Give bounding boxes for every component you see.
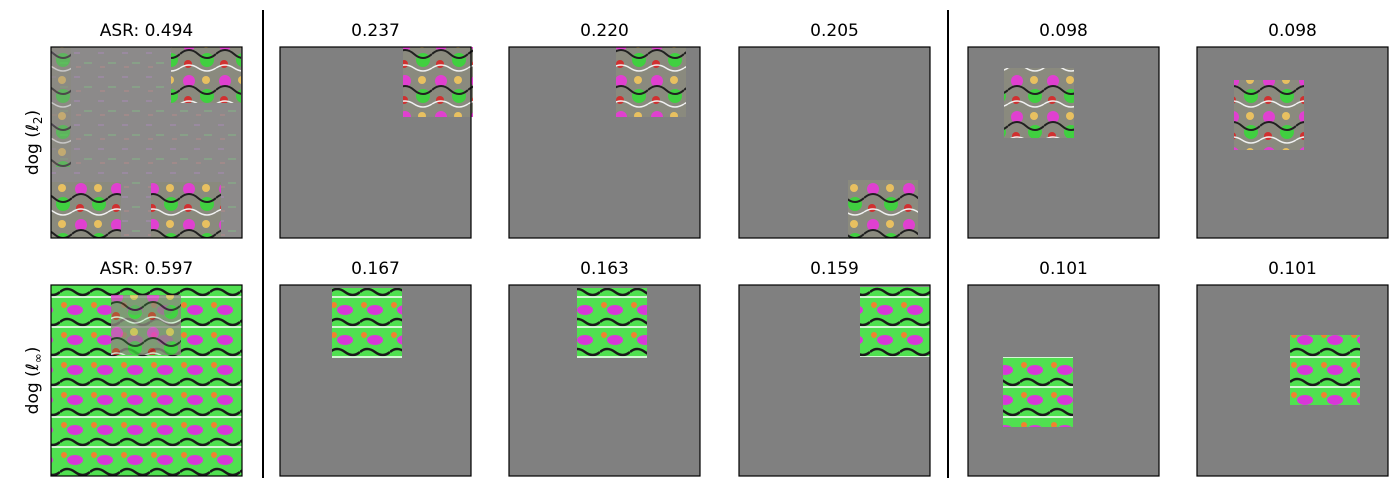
- panel-border: [967, 46, 1160, 239]
- patch: [403, 47, 473, 117]
- image-feature: [51, 47, 71, 167]
- panel-title: 0.098: [1039, 21, 1088, 41]
- panel-border: [508, 284, 701, 477]
- panel-border: [508, 46, 701, 239]
- panel-title: 0.101: [1268, 259, 1317, 279]
- panel-title: 0.220: [580, 21, 629, 41]
- panel-title: 0.098: [1268, 21, 1317, 41]
- patch: [848, 180, 918, 238]
- panel-border: [967, 284, 1160, 477]
- panel-border: [50, 284, 243, 477]
- panel-border: [738, 284, 931, 477]
- image-feature: [151, 182, 221, 238]
- row-label-sub: 2: [31, 116, 45, 124]
- panel-border: [50, 46, 243, 239]
- panel-title: 0.167: [351, 259, 400, 279]
- image-feature: [111, 295, 181, 355]
- row-label: dog (ℓ∞): [23, 347, 45, 415]
- panel-border: [1196, 284, 1389, 477]
- row-label-text: dog (ℓ: [23, 363, 43, 414]
- panel-border: [1196, 46, 1389, 239]
- patch: [860, 287, 930, 357]
- image-feature: [51, 182, 121, 238]
- panel-title: ASR: 0.597: [100, 259, 194, 279]
- row-label-text: ): [23, 347, 43, 354]
- patch: [616, 47, 686, 117]
- patch: [1234, 80, 1304, 150]
- row-label: dog (ℓ2): [23, 110, 45, 175]
- panel-border: [279, 46, 472, 239]
- row-label-text: dog (ℓ: [23, 124, 43, 175]
- patch: [332, 288, 402, 358]
- row-label-sub: ∞: [31, 353, 45, 363]
- panel-title: 0.237: [351, 21, 400, 41]
- panel-title: 0.159: [810, 259, 859, 279]
- patch: [577, 288, 647, 358]
- panel-title: ASR: 0.494: [100, 21, 194, 41]
- patch: [1004, 68, 1074, 138]
- row-label-text: ): [23, 110, 43, 117]
- panel-title: 0.205: [810, 21, 859, 41]
- image-feature: [171, 47, 241, 103]
- patch: [1003, 357, 1073, 427]
- panel-border: [738, 46, 931, 239]
- panel-border: [279, 284, 472, 477]
- patch: [1290, 335, 1360, 405]
- panel-title: 0.101: [1039, 259, 1088, 279]
- panel-title: 0.163: [580, 259, 629, 279]
